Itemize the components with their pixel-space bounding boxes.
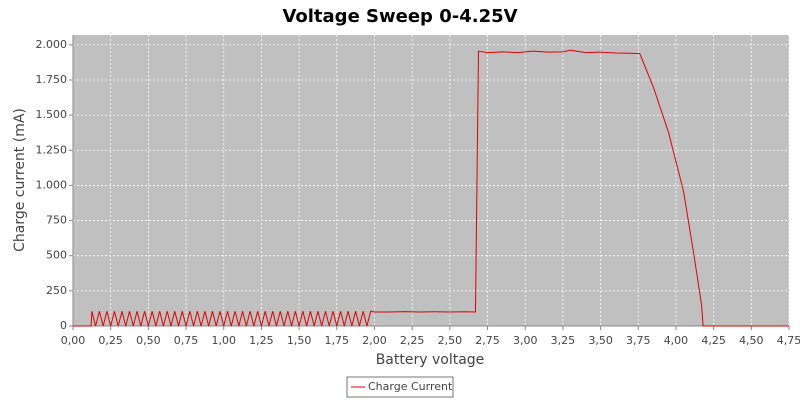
x-tick-label: 3,75 <box>626 334 651 347</box>
y-tick-label: 1.500 <box>36 108 68 121</box>
x-tick-label: 2,00 <box>362 334 387 347</box>
legend-box <box>346 376 454 398</box>
x-tick-label: 1,75 <box>325 334 350 347</box>
x-tick-label: 4,75 <box>777 334 800 347</box>
x-tick-label: 4,50 <box>739 334 764 347</box>
y-tick-label: 0 <box>60 319 67 332</box>
y-tick-label: 1.250 <box>36 143 68 156</box>
y-tick-label: 750 <box>46 214 67 227</box>
x-tick-label: 2,25 <box>400 334 425 347</box>
x-tick-label: 1,00 <box>211 334 236 347</box>
y-tick-label: 1.750 <box>36 73 68 86</box>
x-axis-label: Battery voltage <box>376 352 485 368</box>
x-tick-label: 3,00 <box>513 334 538 347</box>
x-tick-label: 1,50 <box>287 334 312 347</box>
x-tick-label: 0,50 <box>136 334 161 347</box>
x-tick-label: 0,00 <box>61 334 86 347</box>
x-tick-label: 1,25 <box>249 334 274 347</box>
legend-label: Charge Current <box>368 380 453 393</box>
plot-area <box>73 35 789 326</box>
y-tick-label: 1.000 <box>36 178 68 191</box>
y-axis-label: Charge current (mA) <box>12 108 28 252</box>
data-line <box>73 49 789 327</box>
y-tick-label: 2.000 <box>36 38 68 51</box>
x-tick-label: 0,25 <box>98 334 123 347</box>
x-tick-label: 4,25 <box>701 334 726 347</box>
y-tick-label: 250 <box>46 284 67 297</box>
x-tick-label: 3,50 <box>588 334 613 347</box>
x-tick-label: 2,75 <box>475 334 500 347</box>
chart-title: Voltage Sweep 0-4.25V <box>282 6 517 27</box>
x-tick-label: 3,25 <box>551 334 576 347</box>
x-tick-label: 2,50 <box>438 334 463 347</box>
x-tick-label: 0,75 <box>174 334 199 347</box>
x-tick-label: 4,00 <box>664 334 689 347</box>
y-tick-label: 500 <box>46 249 67 262</box>
